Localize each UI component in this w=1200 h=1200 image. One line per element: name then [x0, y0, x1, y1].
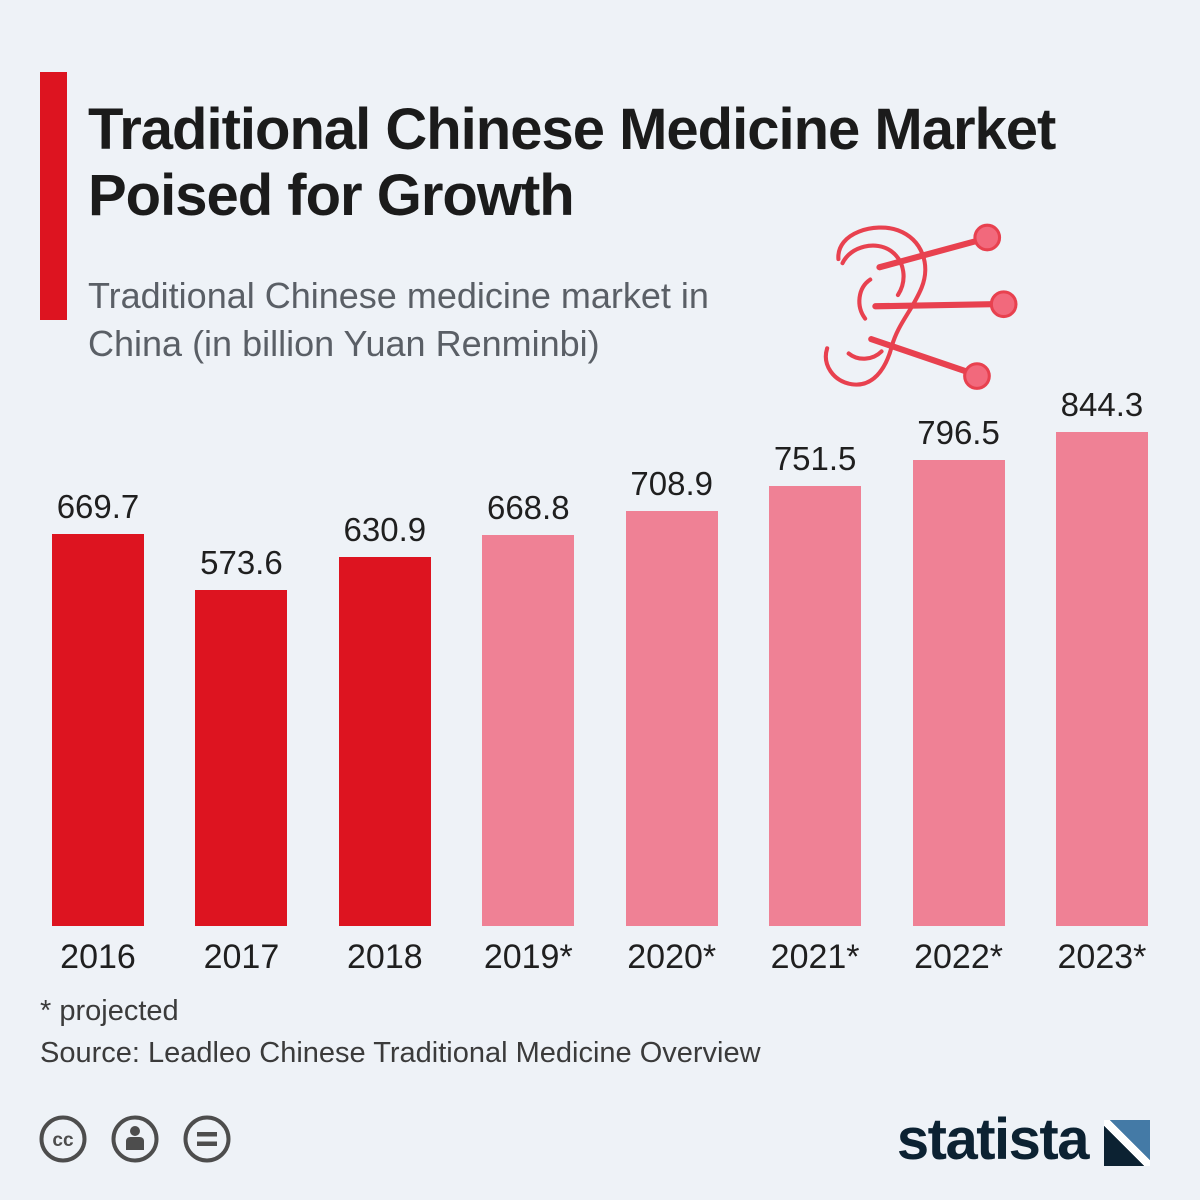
bar — [1055, 432, 1148, 926]
attribution-person-icon — [110, 1114, 160, 1164]
svg-text:cc: cc — [52, 1130, 74, 1151]
bar-year-label: 2021* — [770, 938, 860, 976]
bar-chart: 669.7 2016 573.6 2017 630.9 2018 668.8 2… — [50, 385, 1150, 980]
bar-group: 668.8 2019* — [480, 489, 576, 980]
bar-year-label: 2019* — [483, 938, 573, 976]
bar-year-label: 2017 — [203, 938, 280, 976]
statista-wordmark: statista — [896, 1106, 1090, 1172]
page-title: Traditional Chinese Medicine Market Pois… — [88, 96, 1056, 228]
bar-year-label: 2023* — [1057, 938, 1147, 976]
bar-group: 630.9 2018 — [337, 511, 433, 980]
bar-value-label: 844.3 — [1060, 386, 1144, 423]
projected-footnote: * projected — [40, 995, 179, 1027]
bar — [338, 557, 431, 926]
title-accent-bar — [40, 72, 67, 320]
bar — [912, 460, 1005, 926]
footer-text-block: * projected Source: Leadleo Chinese Trad… — [40, 995, 761, 1079]
bar — [195, 590, 288, 926]
bar-value-label: 573.6 — [200, 544, 283, 581]
bar-value-label: 630.9 — [343, 511, 427, 548]
bar-value-label: 668.8 — [486, 489, 570, 526]
bar-value-label: 708.9 — [630, 465, 713, 502]
bar-year-label: 2022* — [914, 938, 1003, 976]
bar-value-label: 796.5 — [917, 414, 1000, 451]
license-icon-row: cc — [38, 1114, 232, 1164]
bar-group: 751.5 2021* — [767, 440, 863, 980]
bar — [52, 534, 144, 926]
bar-group: 669.7 2016 — [50, 488, 146, 980]
source-line: Source: Leadleo Chinese Traditional Medi… — [40, 1037, 761, 1069]
bar-group: 573.6 2017 — [193, 544, 289, 980]
acupuncture-ear-icon — [770, 218, 1030, 413]
bar — [769, 486, 862, 926]
bar-year-label: 2018 — [347, 938, 423, 976]
bar — [482, 535, 575, 926]
bar-group: 844.3 2023* — [1054, 386, 1150, 980]
statista-branding: statista — [896, 1106, 1150, 1172]
bar-value-label: 751.5 — [773, 440, 857, 477]
bar-value-label: 669.7 — [56, 488, 140, 525]
statista-flag-icon — [1104, 1120, 1150, 1166]
bar-group: 708.9 2020* — [624, 465, 720, 980]
cc-icon: cc — [38, 1114, 88, 1164]
equals-icon — [182, 1114, 232, 1164]
bar-year-label: 2016 — [60, 938, 136, 976]
bar — [625, 511, 718, 926]
bar-year-label: 2020* — [627, 938, 717, 976]
bar-group: 796.5 2022* — [911, 414, 1007, 980]
page-subtitle: Traditional Chinese medicine market in C… — [88, 275, 709, 365]
